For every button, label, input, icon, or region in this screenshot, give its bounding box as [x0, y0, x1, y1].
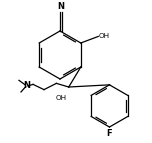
Text: N: N	[57, 2, 64, 11]
Text: N: N	[23, 81, 30, 90]
Text: OH: OH	[55, 95, 66, 101]
Text: OH: OH	[99, 33, 110, 39]
Text: F: F	[107, 129, 112, 138]
